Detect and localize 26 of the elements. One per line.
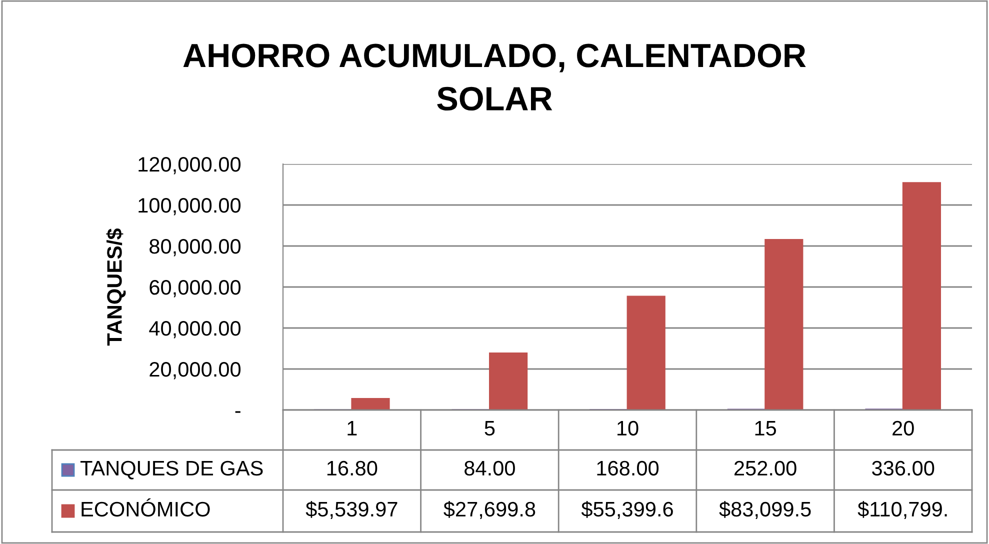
y-tick-label: 80,000.00 — [150, 239, 241, 256]
x-tick-label: 20 — [892, 420, 914, 436]
y-axis-title: TANQUES/$ — [106, 228, 126, 346]
data-label: 168.00 — [597, 460, 659, 476]
data-label: 252.00 — [734, 460, 796, 476]
x-tick-label: 1 — [348, 421, 357, 436]
legend-label: TANQUES DE GAS — [80, 460, 263, 480]
data-label: 336.00 — [872, 460, 934, 476]
x-tick-label: 10 — [618, 420, 638, 436]
y-tick-label: 100,000.00 — [138, 198, 241, 216]
legend-label: ECONÓMICO — [82, 498, 210, 517]
y-tick-label: 60,000.00 — [150, 280, 241, 298]
y-tick-label: 40,000.00 — [149, 321, 241, 338]
data-label: $5,539.97 — [306, 500, 398, 520]
y-tick-label: 20,000.00 — [150, 362, 241, 380]
data-label: $27,699.8 — [444, 500, 536, 520]
x-tick-label: 5 — [484, 421, 495, 436]
data-label: $55,399.6 — [581, 500, 673, 520]
y-tick-label: - — [235, 411, 240, 413]
chart-title: AHORRO ACUMULADO, CALENTADOR SOLAR — [183, 44, 806, 111]
data-label: 16.80 — [327, 460, 378, 476]
y-tick-label: 120,000.00 — [138, 157, 241, 174]
data-label: $83,099.5 — [719, 500, 811, 520]
x-tick-label: 15 — [755, 421, 776, 436]
data-label: $110,799. — [858, 500, 947, 520]
data-label: 84.00 — [464, 460, 515, 476]
